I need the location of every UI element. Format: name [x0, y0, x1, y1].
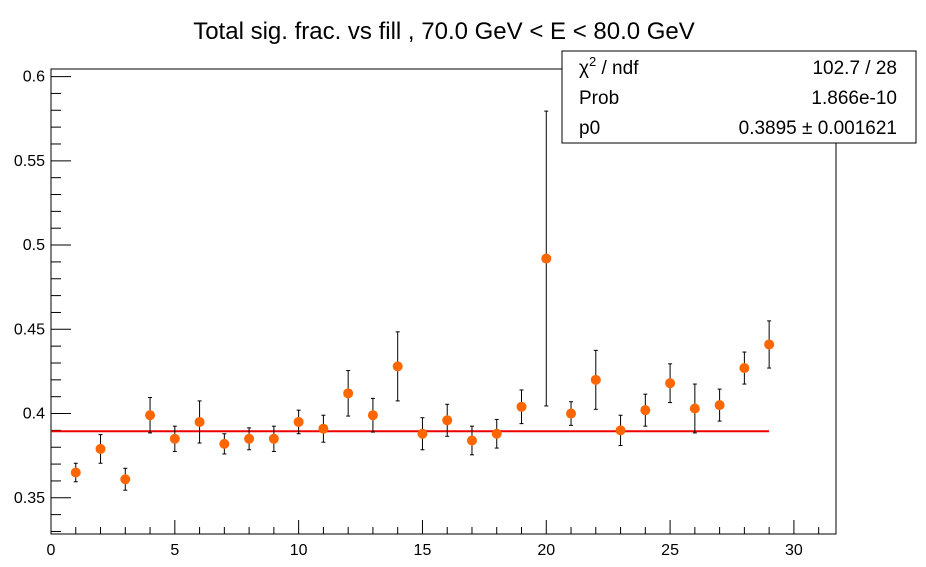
data-marker — [169, 433, 180, 444]
data-point — [541, 110, 552, 407]
data-marker — [739, 363, 750, 374]
data-point — [318, 414, 329, 443]
plot-frame — [50, 68, 837, 535]
stats-box-frame — [561, 50, 917, 144]
y-tick-label: 0.45 — [14, 321, 45, 338]
data-point — [145, 397, 156, 434]
data-point — [442, 403, 453, 437]
data-marker — [417, 428, 428, 439]
data-point — [95, 434, 106, 464]
data-point — [566, 401, 577, 426]
x-tick-label: 15 — [414, 542, 432, 559]
data-marker — [566, 408, 577, 419]
chi2-label: χ2 / ndf — [579, 54, 639, 79]
data-point — [244, 427, 255, 451]
data-point — [764, 320, 775, 369]
data-point — [689, 383, 700, 434]
data-marker — [615, 425, 626, 436]
data-marker — [343, 388, 354, 399]
data-point — [615, 414, 626, 447]
data-point — [219, 433, 230, 455]
data-marker — [145, 410, 156, 421]
chart-title: Total sig. frac. vs fill , 70.0 GeV < E … — [193, 18, 695, 45]
p0-label: p0 — [579, 118, 600, 139]
data-point — [120, 467, 131, 491]
p0-value: 0.3895 ± 0.001621 — [739, 118, 897, 139]
x-tick-label: 10 — [290, 542, 308, 559]
data-marker — [219, 438, 230, 449]
data-marker — [268, 433, 279, 444]
data-marker — [120, 474, 131, 485]
data-marker — [590, 374, 601, 385]
prob-label: Prob — [579, 88, 619, 109]
data-marker — [367, 410, 378, 421]
data-marker — [293, 416, 304, 427]
fit-stats-box: χ2 / ndf 102.7 / 28 Prob 1.866e-10 p0 0.… — [561, 50, 917, 144]
data-marker — [764, 339, 775, 350]
data-marker — [194, 416, 205, 427]
data-marker — [70, 467, 81, 478]
data-point — [516, 389, 527, 425]
y-tick-label: 0.55 — [14, 153, 45, 170]
x-axis: 0 5 10 15 20 25 30 — [47, 520, 820, 559]
x-tick-label: 25 — [661, 542, 679, 559]
data-marker — [491, 428, 502, 439]
data-point — [466, 425, 477, 456]
y-tick-label: 0.6 — [23, 69, 45, 86]
data-point — [665, 363, 676, 404]
data-marker — [714, 400, 725, 411]
data-marker — [665, 378, 676, 389]
data-point — [640, 393, 651, 427]
x-tick-label: 20 — [537, 542, 555, 559]
y-tick-label: 0.35 — [14, 490, 45, 507]
data-point — [417, 417, 428, 451]
data-point — [714, 388, 725, 422]
data-marker — [318, 423, 329, 434]
data-marker — [640, 405, 651, 416]
data-point — [293, 409, 304, 435]
data-marker — [442, 415, 453, 426]
data-point — [739, 351, 750, 385]
chi2-value: 102.7 / 28 — [812, 58, 897, 79]
x-tick-label: 5 — [170, 542, 179, 559]
data-marker — [689, 403, 700, 414]
x-tick-label: 30 — [785, 542, 803, 559]
data-point — [392, 331, 403, 402]
data-marker — [466, 435, 477, 446]
data-point — [590, 349, 601, 410]
data-point — [70, 462, 81, 483]
data-marker — [244, 433, 255, 444]
prob-value: 1.866e-10 — [811, 88, 897, 109]
x-tick-label: 0 — [47, 542, 56, 559]
data-point — [194, 400, 205, 444]
data-point — [268, 425, 279, 452]
data-points — [70, 110, 775, 491]
data-marker — [541, 253, 552, 264]
data-point — [169, 425, 180, 452]
data-point — [367, 397, 378, 433]
data-point — [343, 370, 354, 417]
y-tick-label: 0.4 — [23, 406, 45, 423]
data-marker — [516, 401, 527, 412]
data-marker — [95, 443, 106, 454]
data-marker — [392, 361, 403, 372]
data-point — [491, 418, 502, 449]
y-tick-label: 0.5 — [23, 237, 45, 254]
y-axis: 0.35 0.4 0.45 0.5 0.55 0.6 — [14, 69, 71, 532]
